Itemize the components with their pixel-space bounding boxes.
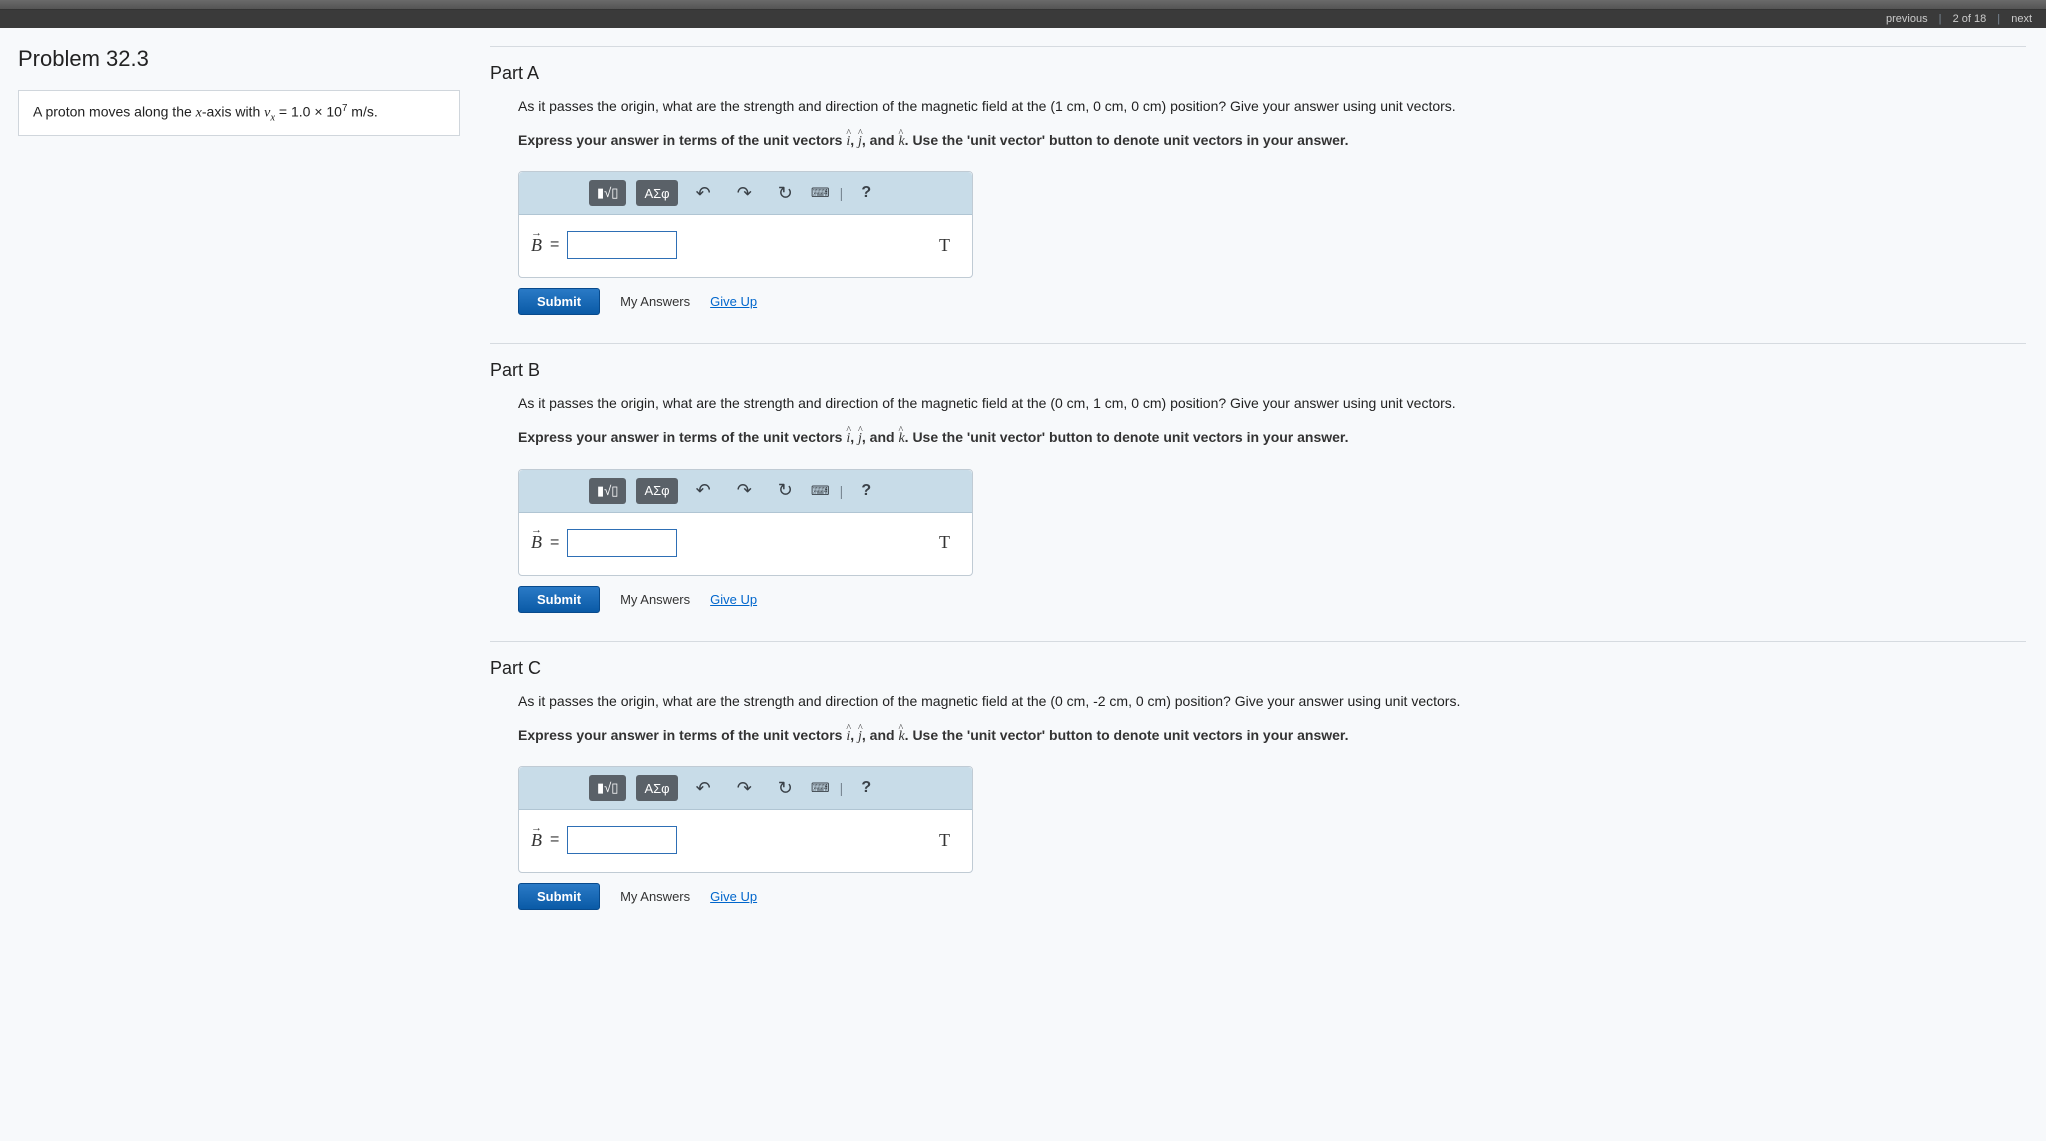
- answer-unit: T: [939, 830, 950, 851]
- equals-sign: =: [550, 831, 559, 849]
- equals-sign: =: [550, 534, 559, 552]
- part-title: Part C: [490, 658, 2026, 679]
- keyboard-button[interactable]: ⌨: [811, 185, 830, 201]
- part-instruction: Express your answer in terms of the unit…: [518, 724, 2026, 748]
- equals-sign: =: [550, 236, 559, 254]
- part-question: As it passes the origin, what are the st…: [518, 393, 2026, 414]
- submit-button[interactable]: Submit: [518, 586, 600, 613]
- help-button[interactable]: ?: [853, 775, 879, 801]
- keyboard-button[interactable]: ⌨: [811, 483, 830, 499]
- equation-toolbar: ▮√▯ ΑΣφ ↶ ↷ ↻ ⌨ | ?: [519, 172, 972, 215]
- redo-button[interactable]: ↷: [729, 775, 760, 801]
- part-title: Part B: [490, 360, 2026, 381]
- answer-variable: →B: [531, 235, 542, 256]
- reset-button[interactable]: ↻: [770, 478, 801, 504]
- problem-title: Problem 32.3: [18, 46, 460, 72]
- part-instruction: Express your answer in terms of the unit…: [518, 129, 2026, 153]
- part-instruction: Express your answer in terms of the unit…: [518, 426, 2026, 450]
- give-up-link[interactable]: Give Up: [710, 294, 757, 309]
- equation-toolbar: ▮√▯ ΑΣφ ↶ ↷ ↻ ⌨ | ?: [519, 767, 972, 810]
- answer-box: ▮√▯ ΑΣφ ↶ ↷ ↻ ⌨ | ? →B = T: [518, 469, 973, 576]
- part-title: Part A: [490, 63, 2026, 84]
- redo-button[interactable]: ↷: [729, 478, 760, 504]
- help-button[interactable]: ?: [853, 180, 879, 206]
- problem-statement: A proton moves along the x-axis with vx …: [18, 90, 460, 136]
- undo-button[interactable]: ↶: [688, 478, 719, 504]
- templates-button[interactable]: ▮√▯: [589, 180, 626, 206]
- problem-part: Part B As it passes the origin, what are…: [490, 343, 2026, 640]
- answer-unit: T: [939, 235, 950, 256]
- prev-link[interactable]: previous: [1886, 13, 1928, 25]
- toolbar-separator: |: [840, 780, 844, 796]
- keyboard-button[interactable]: ⌨: [811, 780, 830, 796]
- answer-input[interactable]: [567, 231, 677, 259]
- redo-button[interactable]: ↷: [729, 180, 760, 206]
- submit-button[interactable]: Submit: [518, 883, 600, 910]
- answer-box: ▮√▯ ΑΣφ ↶ ↷ ↻ ⌨ | ? →B = T: [518, 766, 973, 873]
- top-nav: previous | 2 of 18 | next: [0, 10, 2046, 28]
- answer-unit: T: [939, 532, 950, 553]
- my-answers-label: My Answers: [620, 294, 690, 309]
- help-button[interactable]: ?: [853, 478, 879, 504]
- toolbar-separator: |: [840, 185, 844, 201]
- part-question: As it passes the origin, what are the st…: [518, 691, 2026, 712]
- reset-button[interactable]: ↻: [770, 180, 801, 206]
- greek-button[interactable]: ΑΣφ: [636, 478, 677, 504]
- give-up-link[interactable]: Give Up: [710, 889, 757, 904]
- next-link[interactable]: next: [2011, 13, 2032, 25]
- answer-input[interactable]: [567, 826, 677, 854]
- answer-box: ▮√▯ ΑΣφ ↶ ↷ ↻ ⌨ | ? →B = T: [518, 171, 973, 278]
- submit-button[interactable]: Submit: [518, 288, 600, 315]
- greek-button[interactable]: ΑΣφ: [636, 180, 677, 206]
- my-answers-label: My Answers: [620, 889, 690, 904]
- my-answers-label: My Answers: [620, 592, 690, 607]
- equation-toolbar: ▮√▯ ΑΣφ ↶ ↷ ↻ ⌨ | ?: [519, 470, 972, 513]
- answer-input[interactable]: [567, 529, 677, 557]
- undo-button[interactable]: ↶: [688, 775, 719, 801]
- page-counter: 2 of 18: [1953, 13, 1987, 25]
- toolbar-separator: |: [840, 483, 844, 499]
- undo-button[interactable]: ↶: [688, 180, 719, 206]
- templates-button[interactable]: ▮√▯: [589, 775, 626, 801]
- greek-button[interactable]: ΑΣφ: [636, 775, 677, 801]
- templates-button[interactable]: ▮√▯: [589, 478, 626, 504]
- answer-variable: →B: [531, 532, 542, 553]
- reset-button[interactable]: ↻: [770, 775, 801, 801]
- answer-variable: →B: [531, 830, 542, 851]
- problem-part: Part A As it passes the origin, what are…: [490, 46, 2026, 343]
- give-up-link[interactable]: Give Up: [710, 592, 757, 607]
- part-question: As it passes the origin, what are the st…: [518, 96, 2026, 117]
- problem-part: Part C As it passes the origin, what are…: [490, 641, 2026, 938]
